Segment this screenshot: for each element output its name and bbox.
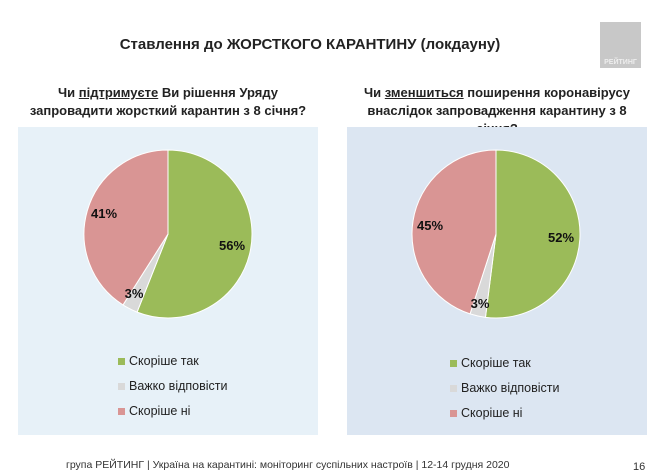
rating-logo: РЕЙТИНГ: [600, 22, 641, 68]
pie-data-label: 3%: [125, 286, 144, 301]
question-left: Чи підтримуєте Ви рішення Уряду запровад…: [29, 85, 307, 118]
pie-slice-no: [83, 149, 169, 306]
pie-data-label: 56%: [219, 238, 245, 253]
legend-item: Скоріше ні: [450, 405, 560, 421]
legend-label: Скоріше так: [461, 356, 531, 370]
legend-label: Важко відповісти: [461, 381, 560, 395]
page-title: Ставлення до ЖОРСТКОГО КАРАНТИНУ (локдау…: [119, 36, 501, 53]
pie-slice-no: [411, 149, 497, 315]
legend-label: Скоріше так: [129, 354, 199, 368]
legend-left: Скоріше так Важко відповісти Скоріше ні: [118, 353, 228, 419]
legend-item: Важко відповісти: [118, 378, 228, 394]
legend-swatch: [118, 382, 125, 390]
legend-label: Важко відповісти: [129, 379, 228, 393]
pie-data-label: 3%: [471, 296, 490, 311]
question-right: Чи зменшиться поширення коронавірусу вна…: [364, 85, 630, 136]
pie-slice-yes: [136, 149, 253, 319]
legend-item: Важко відповісти: [450, 380, 560, 396]
legend-item: Скоріше так: [118, 353, 228, 369]
legend-right: Скоріше так Важко відповісти Скоріше ні: [450, 355, 560, 421]
pie-data-label: 45%: [417, 218, 443, 233]
legend-swatch: [118, 357, 125, 365]
legend-label: Скоріше ні: [129, 404, 191, 418]
legend-swatch: [118, 407, 125, 415]
legend-swatch: [450, 384, 457, 392]
legend-item: Скоріше ні: [118, 403, 228, 419]
page-number: 16: [633, 461, 646, 473]
pie-data-label: 52%: [548, 230, 574, 245]
footer: група РЕЙТИНГ | Україна на карантині: мо…: [66, 459, 510, 471]
legend-swatch: [450, 359, 457, 367]
legend-item: Скоріше так: [450, 355, 560, 371]
pie-data-label: 41%: [91, 206, 117, 221]
legend-label: Скоріше ні: [461, 406, 523, 420]
pie-slice-yes: [484, 149, 581, 319]
legend-swatch: [450, 409, 457, 417]
